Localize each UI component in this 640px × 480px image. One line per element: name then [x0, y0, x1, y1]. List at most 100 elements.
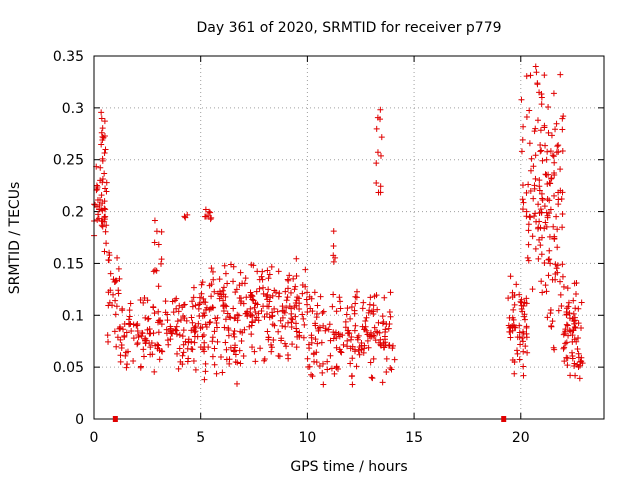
data-point: [232, 342, 239, 349]
data-point: [248, 261, 255, 268]
data-point: [137, 297, 144, 304]
data-point: [507, 273, 514, 280]
data-point: [299, 311, 306, 318]
data-point: [261, 355, 268, 362]
data-point: [275, 328, 282, 335]
data-point: [546, 256, 553, 263]
data-point: [137, 363, 144, 370]
data-point: [190, 357, 197, 364]
data-point: [563, 321, 570, 328]
data-point: [146, 330, 153, 337]
y-tick-label: 0.1: [62, 308, 84, 324]
data-point: [524, 254, 531, 261]
data-point: [234, 317, 241, 324]
data-point: [523, 334, 530, 341]
data-point: [340, 341, 347, 348]
data-point: [135, 332, 142, 339]
data-point: [373, 180, 380, 187]
data-point: [155, 241, 162, 248]
data-point: [103, 240, 110, 247]
data-point: [523, 323, 530, 330]
data-point: [253, 288, 260, 295]
data-point: [559, 147, 566, 154]
data-point: [559, 224, 566, 231]
data-point: [210, 276, 217, 283]
data-point: [114, 254, 121, 261]
data-point: [575, 350, 582, 357]
data-point: [292, 320, 299, 327]
data-point: [554, 244, 561, 251]
data-point: [121, 332, 128, 339]
data-point: [107, 270, 114, 277]
data-point: [284, 319, 291, 326]
data-point: [286, 272, 293, 279]
data-point: [538, 278, 545, 285]
data-point: [550, 344, 557, 351]
data-point: [554, 143, 561, 150]
data-point: [103, 188, 110, 195]
data-point: [150, 268, 157, 275]
data-point: [388, 366, 395, 373]
data-point: [265, 334, 272, 341]
data-point: [257, 345, 264, 352]
data-point: [124, 348, 131, 355]
data-point: [99, 125, 106, 132]
data-point: [299, 290, 306, 297]
data-point: [315, 327, 322, 334]
data-point: [544, 148, 551, 155]
data-point: [269, 321, 276, 328]
data-point: [373, 328, 380, 335]
data-point: [206, 208, 213, 215]
data-point: [514, 347, 521, 354]
data-point: [202, 306, 209, 313]
x-tick-label: 10: [298, 430, 316, 446]
data-point: [99, 176, 106, 183]
data-point: [134, 339, 141, 346]
data-point: [532, 245, 539, 252]
data-point: [202, 299, 209, 306]
data-point: [375, 319, 382, 326]
data-point: [283, 343, 290, 350]
data-point: [185, 339, 192, 346]
data-point: [175, 365, 182, 372]
data-point: [211, 361, 218, 368]
data-point: [237, 328, 244, 335]
data-point: [366, 307, 373, 314]
data-point: [551, 171, 558, 178]
data-point: [523, 208, 530, 215]
data-point: [543, 156, 550, 163]
data-point: [124, 361, 131, 368]
data-point: [190, 326, 197, 333]
data-point: [511, 370, 518, 377]
data-point: [521, 311, 528, 318]
data-point: [572, 305, 579, 312]
data-point: [367, 359, 374, 366]
data-point: [326, 321, 333, 328]
data-point: [522, 343, 529, 350]
data-point: [543, 288, 550, 295]
data-point: [103, 222, 110, 229]
data-point: [525, 181, 532, 188]
data-point: [526, 213, 533, 220]
data-point: [155, 329, 162, 336]
data-point: [117, 336, 124, 343]
chart-title: Day 361 of 2020, SRMTID for receiver p77…: [196, 20, 501, 36]
data-point: [112, 297, 119, 304]
data-point: [548, 132, 555, 139]
data-point: [102, 146, 109, 153]
data-point: [336, 294, 343, 301]
data-point: [231, 348, 238, 355]
data-point: [151, 310, 158, 317]
data-point: [558, 195, 565, 202]
data-point: [248, 322, 255, 329]
data-point: [525, 221, 532, 228]
data-point: [177, 316, 184, 323]
data-point: [209, 338, 216, 345]
data-point: [542, 142, 549, 149]
data-point: [211, 345, 218, 352]
data-point: [134, 322, 141, 329]
data-point: [94, 196, 101, 203]
data-point: [264, 328, 271, 335]
data-point: [557, 187, 564, 194]
data-point: [571, 323, 578, 330]
